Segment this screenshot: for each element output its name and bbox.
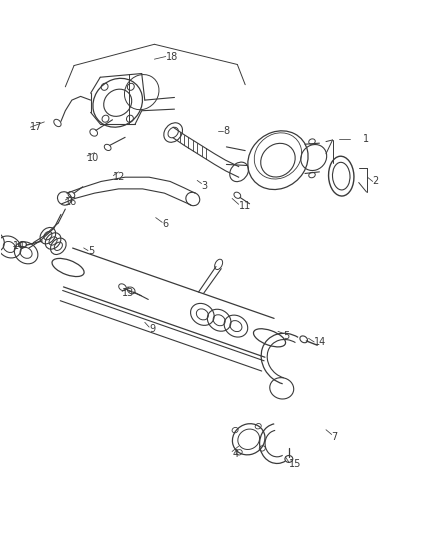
Text: 11: 11 [239, 201, 251, 212]
Text: 12: 12 [113, 172, 126, 182]
Text: 5: 5 [284, 330, 290, 341]
Text: 18: 18 [166, 52, 178, 61]
Text: 14: 14 [13, 241, 25, 251]
Text: 6: 6 [162, 219, 168, 229]
Text: 8: 8 [223, 126, 230, 136]
Text: 2: 2 [373, 176, 379, 187]
Text: 1: 1 [363, 134, 369, 144]
Text: 13: 13 [122, 288, 134, 298]
Text: 3: 3 [201, 181, 208, 191]
Text: 17: 17 [30, 122, 43, 132]
Text: 5: 5 [88, 246, 94, 255]
Text: 4: 4 [232, 449, 238, 458]
Text: 9: 9 [149, 324, 155, 334]
Text: 16: 16 [65, 197, 78, 207]
Text: 7: 7 [332, 432, 338, 442]
Text: 10: 10 [87, 152, 99, 163]
Text: 15: 15 [289, 459, 301, 469]
Text: 14: 14 [314, 337, 326, 347]
